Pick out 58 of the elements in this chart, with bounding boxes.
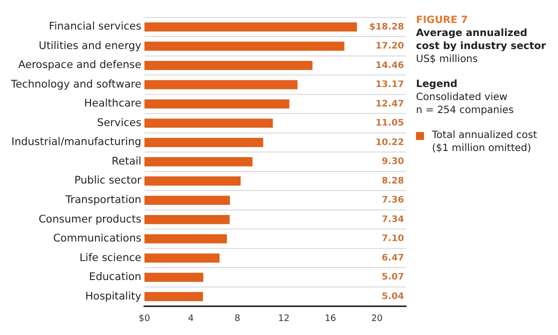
legend-label: Total annualized cost ($1 million omitted) <box>432 129 538 155</box>
bar <box>144 196 230 205</box>
y-tick-label: Financial services <box>48 20 142 33</box>
y-tick-label: Services <box>97 116 142 129</box>
data-label: 7.34 <box>382 214 404 225</box>
y-tick-label: Life science <box>80 252 142 264</box>
data-label: 12.47 <box>376 99 404 110</box>
x-tick-label: 8 <box>234 314 241 324</box>
x-tick-label: 4 <box>188 314 194 324</box>
y-tick-label: Retail <box>112 155 142 168</box>
bar <box>144 42 344 51</box>
data-label: 17.20 <box>376 42 404 52</box>
text: US$ millions <box>416 53 479 66</box>
caption: FIGURE 7 <box>416 14 469 27</box>
y-tick-label: Public sector <box>74 174 142 187</box>
y-tick-label: Utilities and energy <box>38 40 142 52</box>
y-tick-label: Education <box>89 271 142 284</box>
x-tick-label: 16 <box>324 314 336 324</box>
bar <box>144 22 357 32</box>
y-tick-label: Hospitality <box>85 290 142 302</box>
data-label: 10.22 <box>376 138 404 148</box>
data-label: 11.05 <box>376 118 404 129</box>
legend-title: Legend <box>416 78 458 91</box>
bar <box>144 176 241 186</box>
text: n = 254 companies <box>416 104 515 117</box>
y-tick-label: Technology and software <box>10 78 142 90</box>
data-label: 7.36 <box>382 196 404 206</box>
bar <box>144 118 273 128</box>
data-label: $18.28 <box>369 22 404 32</box>
bar <box>144 234 227 244</box>
data-label: 5.04 <box>382 292 404 302</box>
bar <box>144 292 203 302</box>
y-tick-label: Industrial/manufacturing <box>11 136 142 148</box>
bar <box>144 214 230 224</box>
data-label: 14.46 <box>376 60 404 71</box>
text: Average annualized cost by industry sector <box>416 27 547 53</box>
data-label: 8.28 <box>382 176 404 186</box>
text: Consolidated view <box>416 91 508 104</box>
data-label: 9.30 <box>382 157 404 168</box>
data-label: 6.47 <box>382 253 404 264</box>
bar <box>144 272 204 282</box>
data-label: 7.10 <box>382 234 404 244</box>
bar <box>144 80 298 90</box>
x-tick-label: 20 <box>371 314 383 324</box>
bar <box>144 99 290 109</box>
x-tick-label: 12 <box>278 314 290 324</box>
y-tick-label: Communications <box>53 232 142 245</box>
bar <box>144 253 220 263</box>
x-tick-label: $0 <box>138 314 150 324</box>
data-label: 5.07 <box>382 272 404 283</box>
y-tick-label: Healthcare <box>84 98 142 110</box>
y-tick-label: Aerospace and defense <box>18 59 142 72</box>
bar <box>144 138 264 148</box>
y-tick-label: Consumer products <box>38 213 142 226</box>
data-label: 13.17 <box>376 80 404 90</box>
bar <box>144 60 312 70</box>
y-tick-label: Transportation <box>64 194 142 206</box>
bar <box>144 157 252 166</box>
